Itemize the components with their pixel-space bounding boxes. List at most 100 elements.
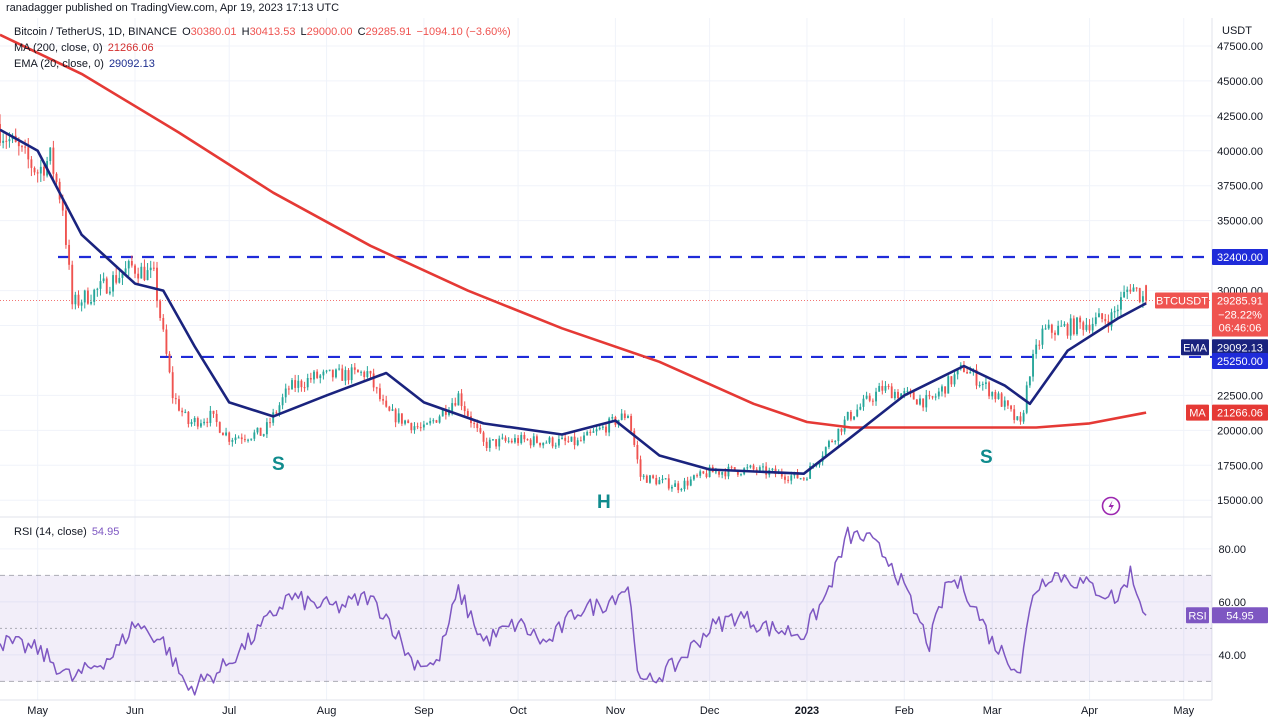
candle-body [831,441,834,443]
candle-body [878,386,881,392]
candle-body [1079,317,1082,323]
candle-body [837,428,840,442]
candle-body [422,424,425,428]
support-badge: 25250.00 [1217,356,1263,368]
candle-body [1132,287,1135,292]
rsi-value-badge: 54.95 [1226,610,1254,622]
candle-body [796,471,799,479]
time-tick-label: May [1173,705,1194,717]
candle-body [162,317,165,330]
candle-body [934,396,937,398]
candle-body [168,353,171,373]
candle-body [809,466,812,479]
ema-tag: EMA [1183,342,1208,354]
candle-body [102,278,105,282]
candle-body [385,400,388,407]
candle-body [608,418,611,433]
candle-body [159,301,162,318]
ma-legend[interactable]: MA (200, close, 0) 21266.06 [14,42,154,54]
replay-icon[interactable] [1101,496,1121,516]
candle-body [130,261,133,266]
candle-body [479,428,482,433]
resistance-badge: 32400.00 [1217,252,1263,264]
price-tick-label: 47500.00 [1217,41,1263,53]
candle-body [520,434,523,444]
candle-body [696,475,698,477]
ema-value-badge: 29092.13 [1217,342,1263,354]
candle-body [523,434,526,440]
candle-body [1028,376,1031,386]
candle-body [77,294,80,306]
candle-body [231,440,234,442]
ema-legend[interactable]: EMA (20, close, 0) 29092.13 [14,58,155,70]
candle-body [702,471,705,474]
candle-body [1135,287,1138,289]
candle-body [143,266,146,281]
candle-body [410,423,413,431]
candle-body [956,368,959,375]
candle-body [664,478,667,480]
candle-body [507,440,510,442]
candle-body [514,438,516,443]
candle-body [573,436,576,446]
candle-body [605,426,607,433]
candle-body [36,172,39,174]
candle-body [105,278,108,294]
ohlc-open-label: O [182,26,191,38]
candle-body [978,385,981,387]
candle-body [542,442,545,446]
candle-body [984,382,987,384]
candle-body [212,410,215,414]
candle-body [1145,285,1148,301]
candle-body [1016,416,1019,420]
candle-body [460,393,463,407]
candle-body [501,437,504,439]
rsi-series [0,526,1147,696]
candle-body [683,480,686,490]
candle-body [372,373,375,388]
candle-body [49,147,52,162]
candle-body [1060,325,1063,327]
candle-body [856,409,859,417]
candle-body [859,406,862,410]
candle-body [944,386,947,394]
candle-body [721,472,724,475]
candle-body [1050,324,1053,333]
candle-body [118,277,121,283]
candle-body [498,438,501,447]
candle-body [504,437,507,441]
rsi-band [0,574,1212,682]
candle-body [391,409,394,411]
candle-body [545,442,548,444]
candle-body [740,474,742,476]
rsi-legend[interactable]: RSI (14, close) 54.95 [14,526,119,538]
candle-body [526,439,529,441]
candle-body [592,431,595,433]
candle-body [400,413,403,424]
candle-body [849,411,852,420]
candle-body [1069,318,1072,336]
candle-body [576,440,579,446]
candle-body [190,422,193,425]
candle-body [1063,324,1066,326]
time-tick-label: 2023 [795,705,819,717]
candle-body [243,439,246,441]
candle-body [209,410,212,423]
candle-body [865,395,868,399]
candle-body [840,428,843,432]
candle-body [193,418,196,423]
candlestick-series[interactable] [0,114,1148,494]
symbol-legend[interactable]: Bitcoin / TetherUS, 1D, BINANCE O30380.0… [14,26,511,38]
candle-body [994,392,997,400]
candle-body [1104,319,1107,322]
candle-body [1057,325,1060,335]
candle-body [341,368,344,381]
candle-body [1085,324,1088,330]
candle-body [61,199,64,211]
candle-body [218,422,221,433]
publisher-line: ranadagger published on TradingView.com,… [6,2,340,14]
price-tick-label: 15000.00 [1217,495,1263,507]
ma200-line [0,33,1147,429]
candle-body [275,412,278,414]
